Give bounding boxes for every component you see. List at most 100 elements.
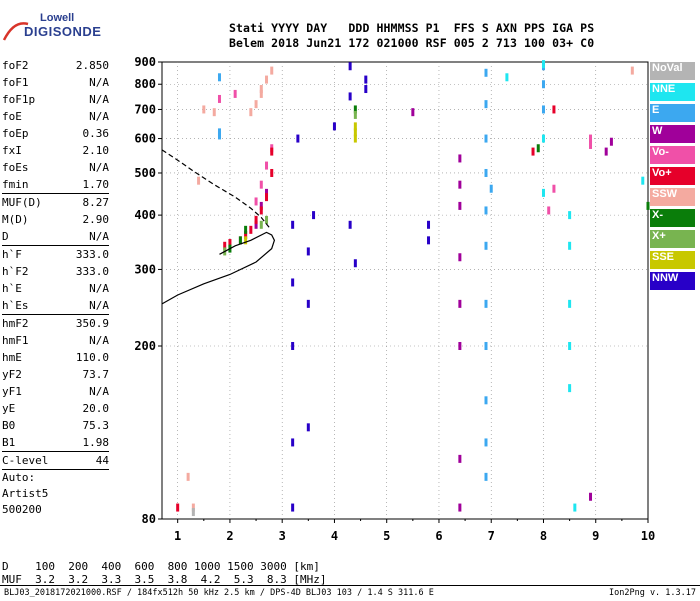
x-tick-label: 4 bbox=[331, 529, 338, 543]
param-label: B1 bbox=[2, 436, 16, 449]
data-point bbox=[552, 184, 556, 193]
param-label: foEs bbox=[2, 161, 29, 174]
legend-item: X- bbox=[650, 209, 695, 227]
param-value: N/A bbox=[89, 334, 109, 347]
logo-line2: DIGISONDE bbox=[24, 24, 102, 39]
data-point bbox=[186, 472, 190, 481]
param-label: D bbox=[2, 230, 9, 243]
data-point bbox=[306, 423, 310, 432]
param-row: foE N/A bbox=[2, 108, 109, 125]
data-point bbox=[568, 384, 572, 393]
data-point bbox=[484, 438, 488, 447]
data-point bbox=[217, 128, 221, 137]
data-point bbox=[589, 492, 593, 501]
y-tick-label: 500 bbox=[134, 166, 156, 180]
y-tick-label: 600 bbox=[134, 132, 156, 146]
data-point bbox=[353, 128, 357, 137]
data-point bbox=[547, 206, 551, 215]
data-point bbox=[604, 147, 608, 156]
param-value: 8.27 bbox=[82, 196, 110, 209]
x-tick-label: 7 bbox=[488, 529, 495, 543]
legend-item: E bbox=[650, 104, 695, 122]
curve-trace bbox=[161, 149, 270, 228]
param-row: yF1 N/A bbox=[2, 383, 109, 400]
param-row: foF2 2.850 bbox=[2, 57, 109, 74]
data-point bbox=[484, 396, 488, 405]
data-point bbox=[306, 247, 310, 256]
legend: NoVal NNE E W Vo- Vo+ SSW X- X+ SSE NNW bbox=[650, 62, 695, 293]
data-point bbox=[259, 89, 263, 98]
data-point bbox=[541, 188, 545, 197]
data-point bbox=[458, 180, 462, 189]
param-row: M(D) 2.90 bbox=[2, 211, 109, 228]
legend-item: W bbox=[650, 125, 695, 143]
data-point bbox=[353, 259, 357, 268]
param-label: hmE bbox=[2, 351, 22, 364]
param-row: yF2 73.7 bbox=[2, 366, 109, 383]
legend-item: NNE bbox=[650, 83, 695, 101]
data-point bbox=[568, 341, 572, 350]
param-value: 1.70 bbox=[82, 178, 110, 191]
data-point bbox=[265, 215, 269, 224]
footer-file-info: BLJ03_2018172021000.RSF / 184fx512h 50 k… bbox=[4, 588, 434, 598]
param-value: N/A bbox=[89, 282, 109, 295]
param-value: 333.0 bbox=[75, 248, 109, 261]
data-point bbox=[291, 278, 295, 287]
data-point bbox=[259, 220, 263, 229]
param-label: yF1 bbox=[2, 385, 22, 398]
data-point bbox=[217, 73, 221, 82]
data-point bbox=[348, 92, 352, 101]
dtable-row-distance: D 100 200 400 600 800 1000 1500 3000 [km… bbox=[2, 560, 320, 573]
data-point bbox=[484, 134, 488, 143]
data-point bbox=[536, 144, 540, 153]
param-label: h`E bbox=[2, 282, 22, 295]
data-point bbox=[244, 236, 248, 245]
param-label: hmF2 bbox=[2, 317, 29, 330]
param-label: h`Es bbox=[2, 299, 29, 312]
data-point bbox=[353, 122, 357, 131]
data-point bbox=[191, 503, 195, 512]
data-point bbox=[364, 75, 368, 84]
data-point bbox=[641, 176, 645, 185]
digisonde-logo: Lowell DIGISONDE bbox=[2, 8, 127, 42]
data-point bbox=[249, 108, 253, 117]
param-row: h`F 333.0 bbox=[2, 246, 109, 263]
footer: BLJ03_2018172021000.RSF / 184fx512h 50 k… bbox=[0, 585, 700, 601]
data-point bbox=[589, 134, 593, 143]
data-point bbox=[291, 220, 295, 229]
param-value: 110.0 bbox=[75, 351, 109, 364]
data-point bbox=[458, 503, 462, 512]
data-point bbox=[364, 85, 368, 94]
param-row: hmF1 N/A bbox=[2, 332, 109, 349]
param-row: fmin 1.70 bbox=[2, 176, 109, 193]
data-point bbox=[458, 201, 462, 210]
data-point bbox=[630, 66, 634, 75]
param-value: 73.7 bbox=[82, 368, 110, 381]
data-point bbox=[353, 110, 357, 119]
param-label: fmin bbox=[2, 178, 29, 191]
logo-arc-icon bbox=[2, 22, 29, 41]
data-point bbox=[291, 438, 295, 447]
data-point bbox=[348, 220, 352, 229]
legend-item: SSE bbox=[650, 251, 695, 269]
y-tick-label: 400 bbox=[134, 208, 156, 222]
data-point bbox=[505, 73, 509, 82]
param-row: MUF(D) 8.27 bbox=[2, 194, 109, 211]
y-tick-label: 80 bbox=[142, 512, 156, 526]
param-value: N/A bbox=[89, 110, 109, 123]
data-point bbox=[202, 105, 206, 114]
param-label: foF1p bbox=[2, 93, 36, 106]
header-line2: Belem 2018 Jun21 172 021000 RSF 005 2 71… bbox=[229, 36, 595, 50]
data-point bbox=[244, 231, 248, 240]
y-tick-label: 900 bbox=[134, 55, 156, 69]
y-tick-label: 300 bbox=[134, 262, 156, 276]
param-value: N/A bbox=[89, 299, 109, 312]
data-point bbox=[484, 472, 488, 481]
data-point bbox=[265, 188, 269, 197]
distance-muf-table: D 100 200 400 600 800 1000 1500 3000 [km… bbox=[2, 560, 327, 586]
data-point bbox=[291, 341, 295, 350]
data-point bbox=[568, 241, 572, 250]
data-point bbox=[217, 94, 221, 103]
header-line1: Stati YYYY DAY DDD HHMMSS P1 FFS S AXN P… bbox=[229, 21, 595, 35]
param-value: 2.10 bbox=[82, 144, 110, 157]
